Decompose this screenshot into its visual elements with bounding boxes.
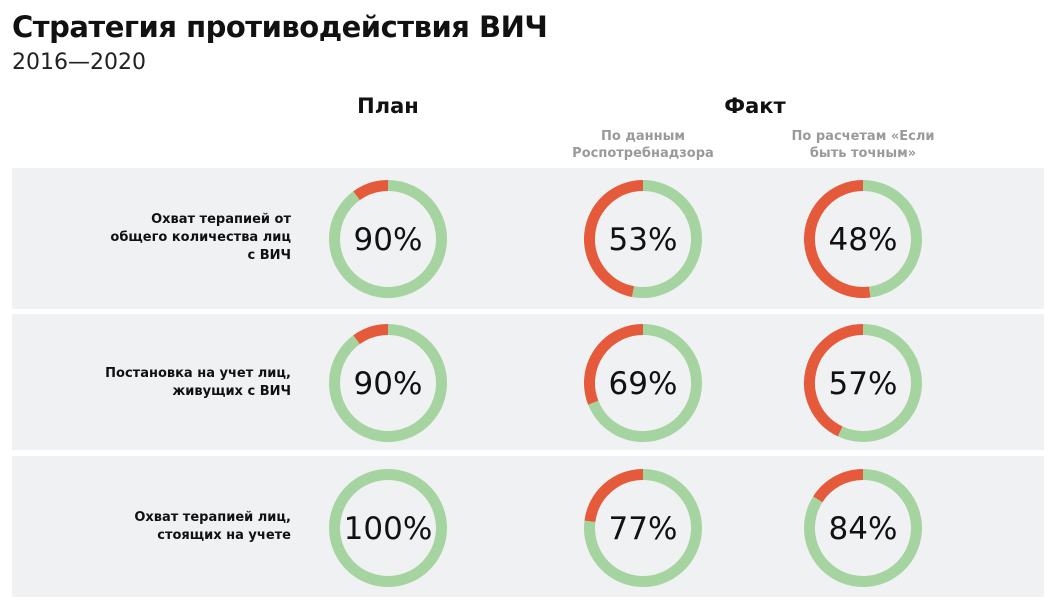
donut-value-label: 48%: [829, 222, 898, 258]
donut-done-arc: [329, 324, 447, 442]
donut-value-label: 90%: [354, 366, 423, 402]
donut-r1-c3: 48%: [804, 180, 922, 298]
donut-value-label: 90%: [354, 222, 423, 258]
subheader-esli-byt-tochnym: По расчетам «Если быть точным»: [791, 129, 935, 161]
donut-r2-c1: 90%: [329, 324, 447, 442]
donut-remaining-arc: [804, 324, 864, 437]
donut-remaining-arc: [353, 180, 389, 201]
donut-r2-c2: 69%: [584, 324, 702, 442]
donut-done-arc: [862, 180, 922, 298]
donut-remaining-arc: [584, 180, 644, 297]
page-title: Стратегия противодействия ВИЧ: [12, 10, 548, 44]
donut-done-arc: [584, 469, 702, 587]
column-header-fact: Факт: [724, 94, 786, 118]
subheader-rospotrebnadzor: По данным Роспотребнадзора: [572, 129, 714, 161]
row-label-2: Постановка на учет лиц, живущих с ВИЧ: [105, 366, 291, 399]
donut-remaining-arc: [353, 324, 389, 345]
donut-value-label: 53%: [609, 222, 678, 258]
row-label-1: Охват терапией от общего количества лиц …: [110, 212, 291, 263]
donut-value-label: 69%: [609, 366, 678, 402]
row-band-2: [12, 314, 1044, 450]
donut-value-label: 84%: [829, 511, 898, 547]
donut-remaining-arc: [584, 324, 644, 405]
donut-done-arc: [588, 324, 702, 442]
donut-r1-c2: 53%: [584, 180, 702, 298]
donut-remaining-arc: [813, 469, 864, 503]
donut-done-arc: [329, 469, 447, 587]
donut-done-arc: [837, 324, 922, 442]
donut-done-arc: [329, 180, 447, 298]
donut-r3-c3: 84%: [804, 469, 922, 587]
donut-remaining-arc: [804, 180, 871, 298]
donut-value-label: 57%: [829, 366, 898, 402]
donut-done-arc: [804, 469, 922, 587]
donut-r1-c1: 90%: [329, 180, 447, 298]
donut-value-label: 77%: [609, 511, 678, 547]
donut-done-arc: [631, 180, 702, 298]
donut-remaining-arc: [584, 469, 644, 523]
page-subtitle: 2016—2020: [12, 50, 146, 75]
column-header-plan: План: [357, 94, 419, 118]
donut-r3-c2: 77%: [584, 469, 702, 587]
donut-r3-c1: 100%: [329, 469, 447, 587]
row-label-3: Охват терапией лиц, стоящих на учете: [134, 510, 291, 543]
donut-value-label: 100%: [344, 511, 433, 547]
donut-r2-c3: 57%: [804, 324, 922, 442]
